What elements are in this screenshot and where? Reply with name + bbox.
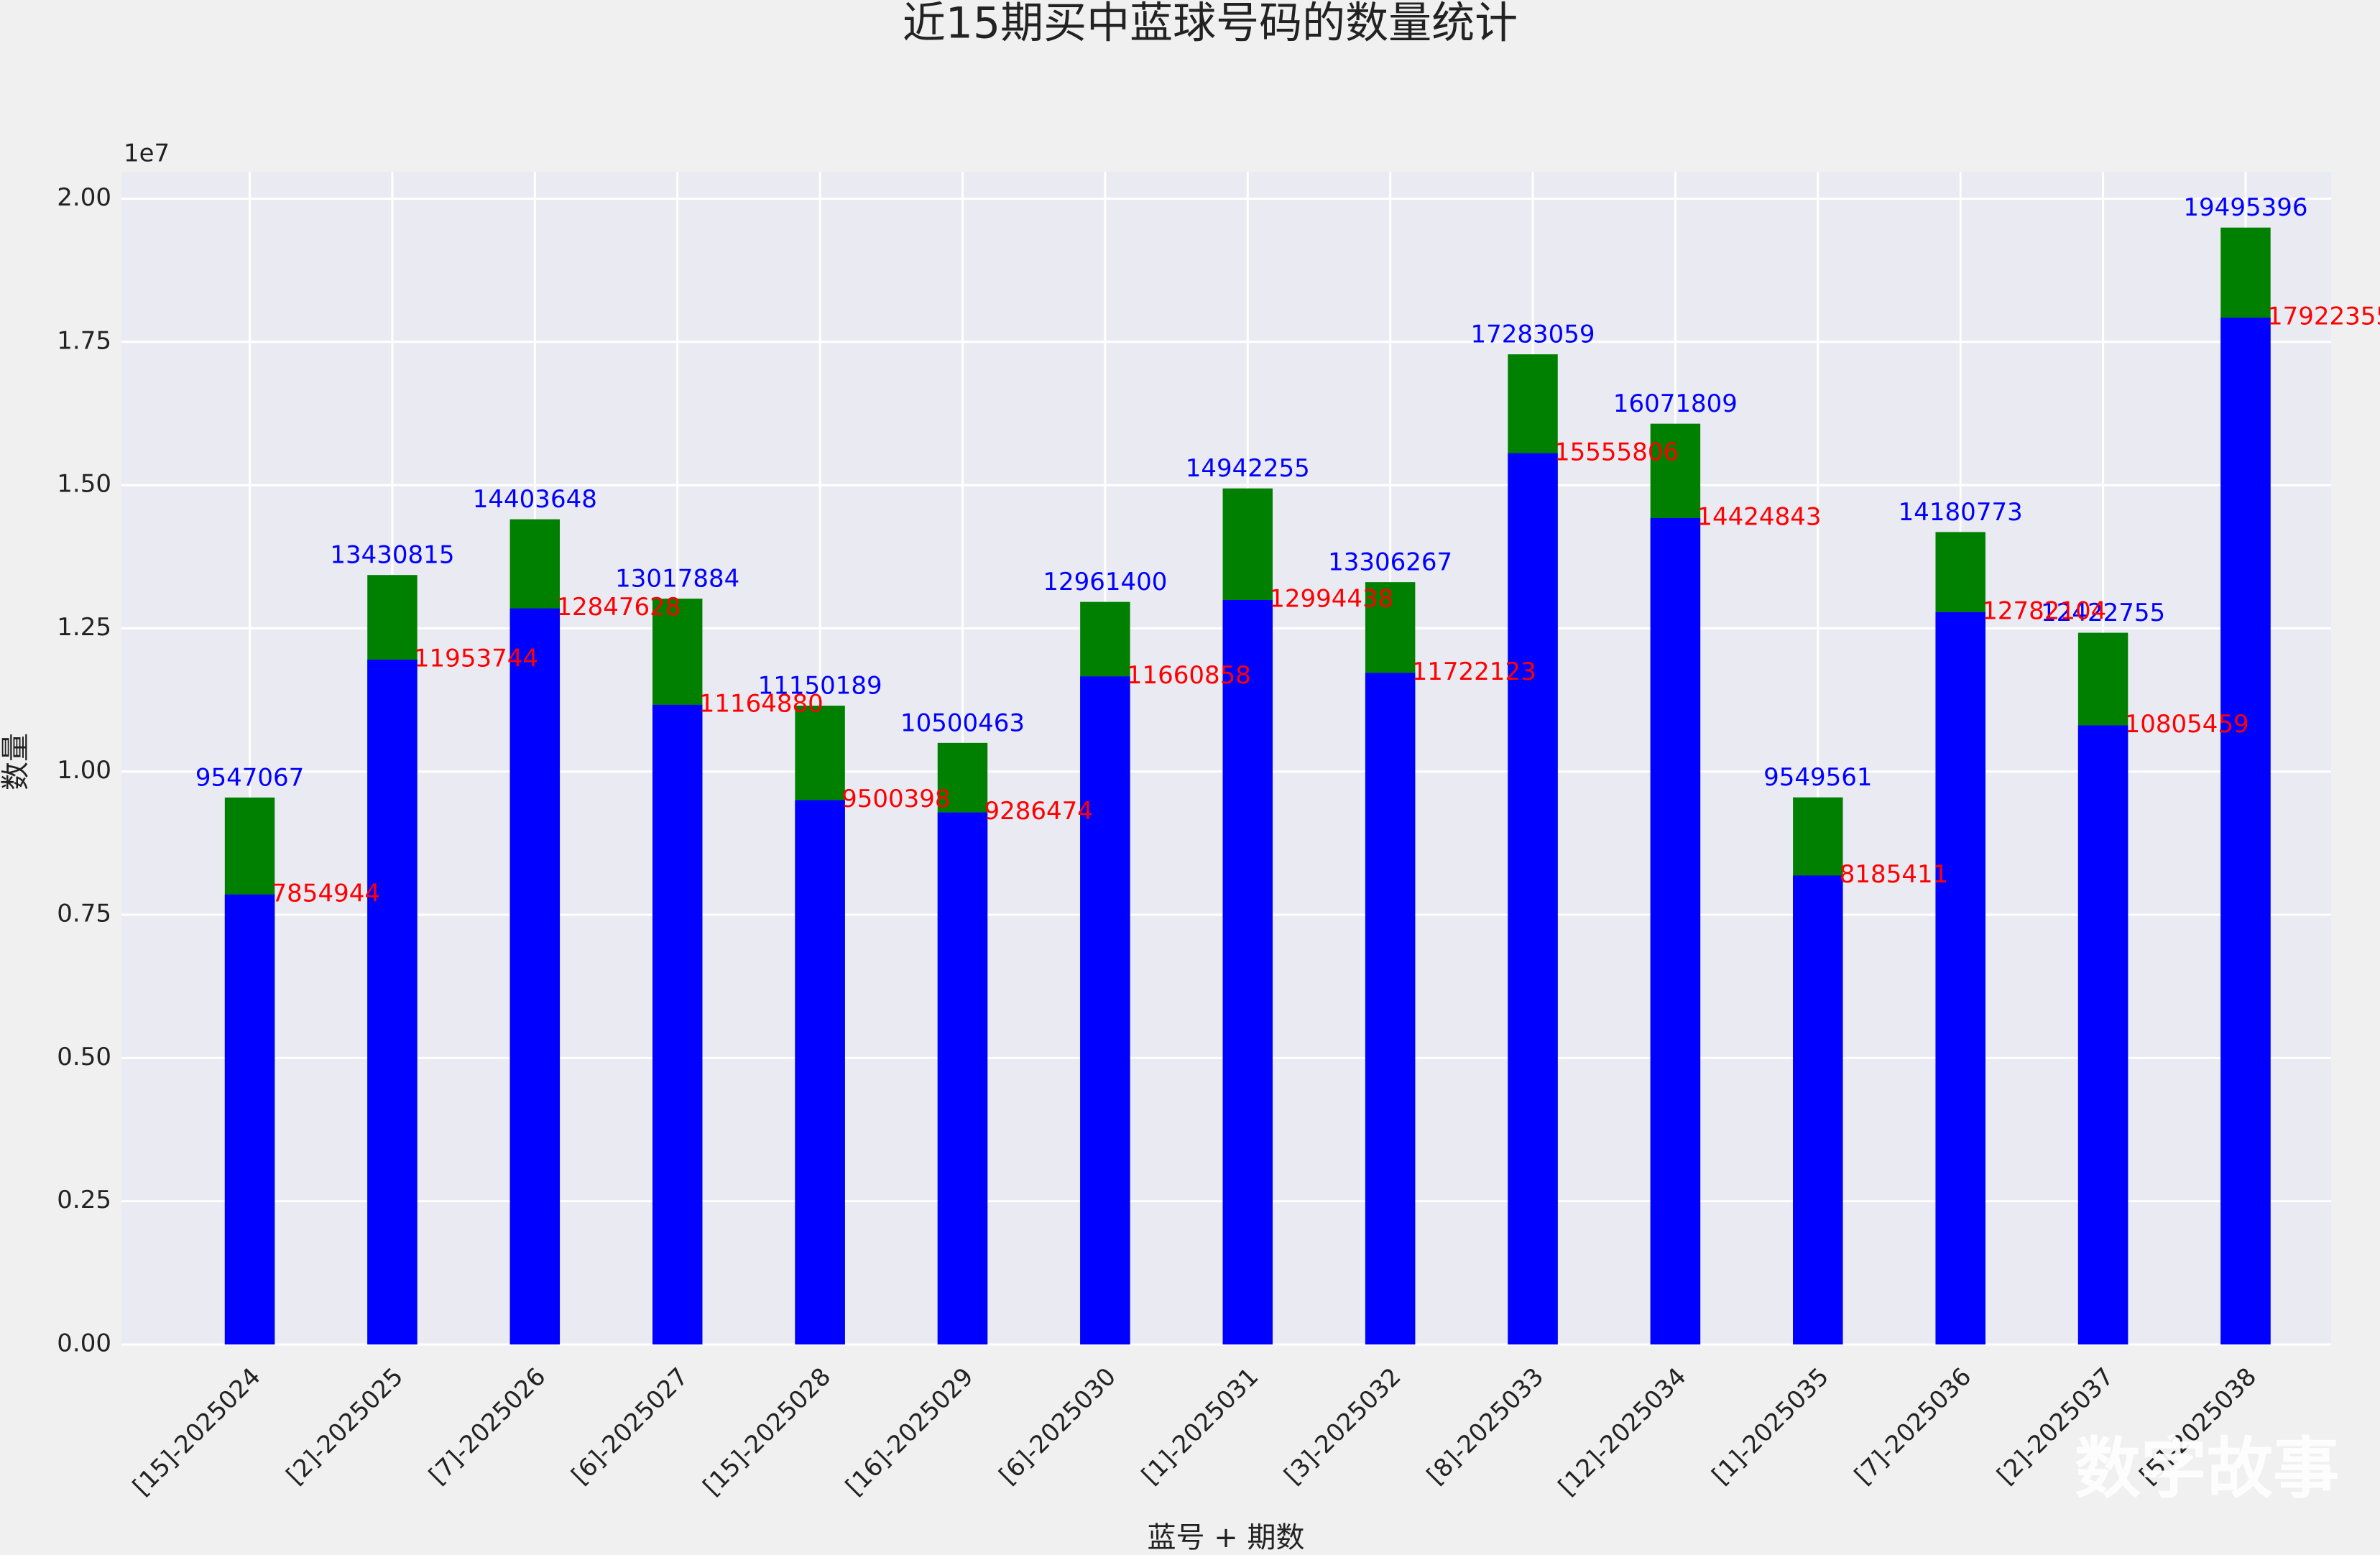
data-label: 12422755 <box>2041 599 2165 627</box>
bar <box>1508 453 1558 1344</box>
bar <box>367 659 418 1344</box>
bar <box>1080 676 1130 1344</box>
bar <box>509 608 561 1344</box>
y-tick-label: 0.25 <box>57 1186 111 1214</box>
data-label: 9500398 <box>841 785 950 813</box>
data-label: 13430815 <box>330 541 454 570</box>
data-label: 12847628 <box>556 593 681 622</box>
data-label: 7854944 <box>272 879 380 908</box>
data-label: 14424843 <box>1697 502 1821 531</box>
data-label: 14942255 <box>1186 454 1310 483</box>
bar <box>1793 875 1843 1344</box>
bar <box>937 812 988 1344</box>
data-label: 16071809 <box>1613 389 1738 418</box>
data-label: 11150189 <box>758 672 882 701</box>
y-tick-label: 0.50 <box>57 1043 111 1071</box>
y-tick-label: 0.00 <box>57 1329 111 1358</box>
y-tick-label: 1.00 <box>57 756 111 785</box>
y-tick-label: 2.00 <box>57 183 111 212</box>
data-label: 13017884 <box>615 565 739 594</box>
data-label: 17283059 <box>1471 320 1595 349</box>
y-offset-label: 1e7 <box>124 139 170 168</box>
y-axis-label: 数量 <box>0 733 32 790</box>
data-label: 10500463 <box>900 709 1025 737</box>
y-tick-label: 0.75 <box>57 900 111 928</box>
data-label: 8185411 <box>1840 860 1948 889</box>
data-label: 12961400 <box>1043 568 1167 596</box>
chart-title: 近15期买中蓝球号码的数量统计 <box>903 0 1518 49</box>
bar <box>2220 318 2271 1344</box>
data-label: 14403648 <box>473 485 597 514</box>
data-label: 19495396 <box>2183 193 2307 222</box>
data-label: 9547067 <box>195 763 304 792</box>
data-label: 12994438 <box>1269 584 1393 613</box>
y-tick-label: 1.25 <box>57 613 111 642</box>
data-label: 17922355 <box>2267 303 2380 331</box>
data-label: 13306267 <box>1328 548 1452 577</box>
bar <box>2077 725 2128 1344</box>
data-label: 9549561 <box>1763 763 1872 792</box>
watermark: 数字故事 <box>2075 1430 2339 1507</box>
y-tick-label: 1.50 <box>57 470 111 499</box>
bar <box>224 894 275 1344</box>
data-label: 12782104 <box>1982 596 2106 625</box>
data-label: 11722123 <box>1412 657 1536 686</box>
bar <box>1365 673 1416 1344</box>
data-label: 11953744 <box>414 644 538 673</box>
data-label: 9286474 <box>984 797 1092 826</box>
bar <box>1222 599 1273 1344</box>
bar <box>795 800 845 1344</box>
bar <box>652 704 703 1344</box>
bar <box>1935 612 1985 1344</box>
bar <box>1650 517 1701 1345</box>
data-label: 11164880 <box>699 689 824 718</box>
data-label: 11660858 <box>1127 661 1251 690</box>
data-label: 14180773 <box>1899 498 2023 527</box>
data-label: 10805459 <box>2125 710 2249 739</box>
data-label: 15555806 <box>1554 438 1679 466</box>
x-axis-label: 蓝号 + 期数 <box>1148 1521 1305 1554</box>
y-tick-label: 1.75 <box>57 326 111 355</box>
